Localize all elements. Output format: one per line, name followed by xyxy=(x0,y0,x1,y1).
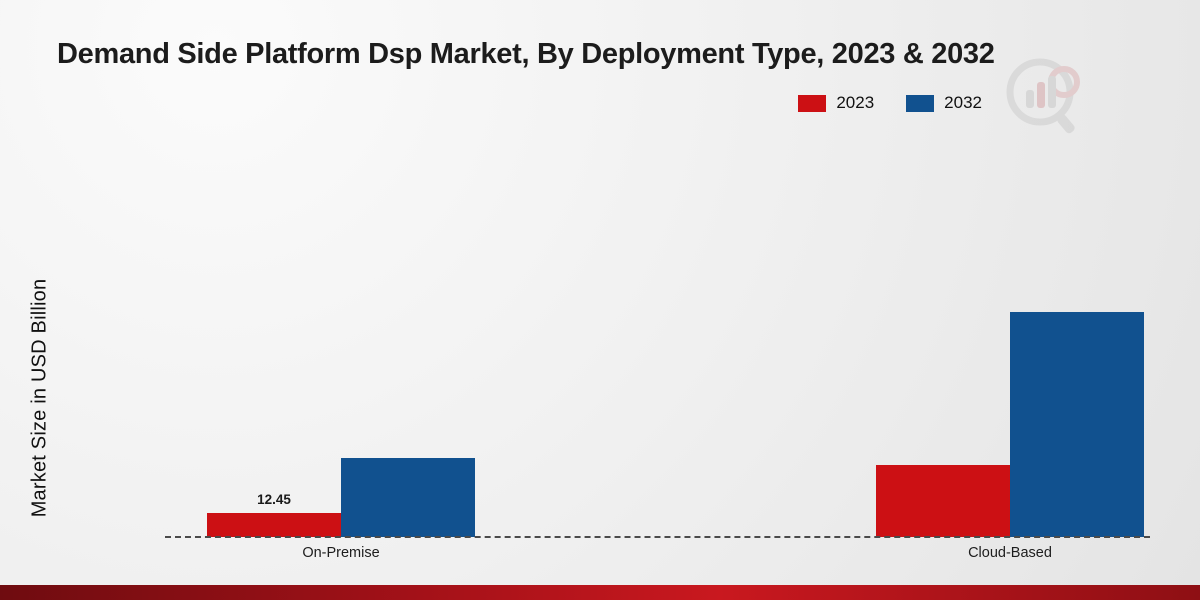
plot-area: 12.45 On-Premise Cloud-Based xyxy=(165,140,1150,561)
legend-item-2023: 2023 xyxy=(798,93,874,113)
bar-value-label: 12.45 xyxy=(257,492,291,507)
x-axis-baseline xyxy=(165,536,1150,538)
bar-group-cloud-based: Cloud-Based xyxy=(876,312,1144,561)
category-label-cloud-based: Cloud-Based xyxy=(968,545,1052,561)
legend: 2023 2032 xyxy=(798,93,982,113)
legend-swatch-2032 xyxy=(906,94,935,112)
bar-2032-on-premise xyxy=(341,458,475,537)
y-axis-title: Market Size in USD Billion xyxy=(28,278,51,518)
brand-logo-watermark xyxy=(1006,58,1080,134)
bar-group-on-premise: 12.45 On-Premise xyxy=(207,458,475,561)
chart-title: Demand Side Platform Dsp Market, By Depl… xyxy=(57,38,995,70)
legend-label-2032: 2032 xyxy=(944,93,982,112)
legend-label-2023: 2023 xyxy=(836,93,875,112)
legend-item-2032: 2032 xyxy=(906,93,982,113)
bar-2023-on-premise: 12.45 xyxy=(207,492,341,537)
category-label-on-premise: On-Premise xyxy=(302,545,380,561)
footer-accent-strip xyxy=(0,585,1200,600)
legend-swatch-2023 xyxy=(798,94,827,112)
bar-2023-cloud-based xyxy=(876,465,1010,537)
bar-2032-cloud-based xyxy=(1010,312,1144,537)
